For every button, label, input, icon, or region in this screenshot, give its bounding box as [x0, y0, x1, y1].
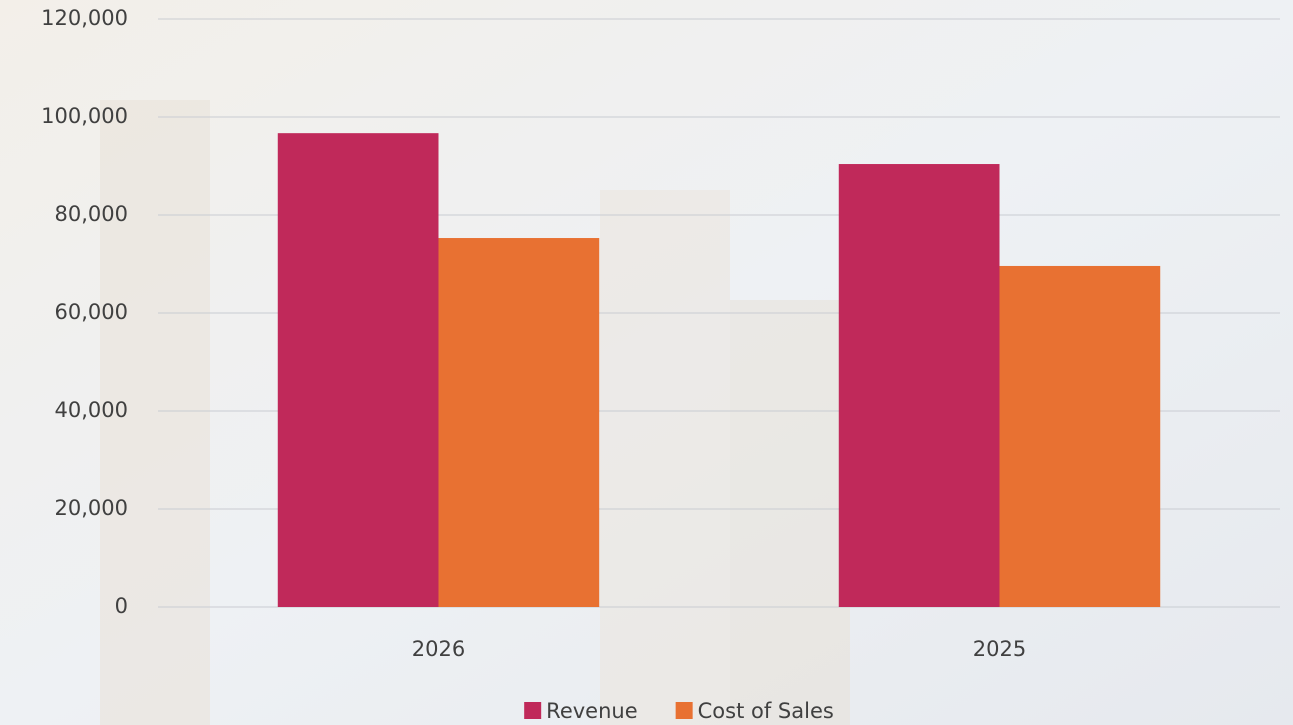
background-building: [730, 300, 850, 725]
bar: [277, 133, 439, 608]
background-building: [100, 100, 210, 725]
y-tick-label: 40,000: [55, 398, 128, 422]
y-tick-label: 60,000: [55, 300, 128, 324]
bar: [438, 238, 600, 607]
y-tick-label: 120,000: [41, 6, 128, 30]
x-tick-label: 2025: [973, 637, 1026, 661]
background-building: [600, 190, 730, 725]
legend-swatch: [675, 702, 693, 719]
y-tick-label: 20,000: [55, 496, 128, 520]
bar: [838, 164, 1000, 608]
legend-label: Cost of Sales: [698, 699, 834, 723]
y-tick-label: 80,000: [55, 202, 128, 226]
legend-label: Revenue: [546, 699, 637, 723]
legend-swatch: [524, 702, 542, 719]
x-tick-label: 2026: [412, 637, 465, 661]
bar: [999, 265, 1161, 607]
y-tick-label: 0: [115, 594, 128, 618]
y-tick-label: 100,000: [41, 104, 128, 128]
